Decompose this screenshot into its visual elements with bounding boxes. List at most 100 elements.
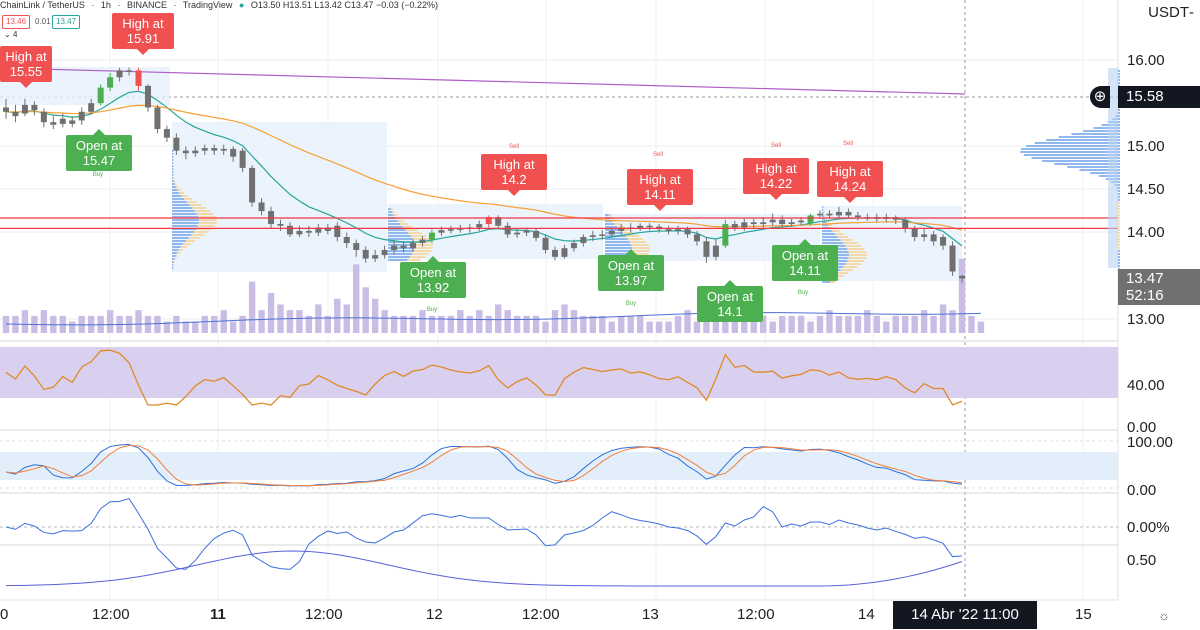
bid-price-box[interactable]: 13.46 bbox=[2, 15, 31, 29]
profile-bar bbox=[174, 183, 177, 185]
chevron-down-icon: ⌄ bbox=[4, 30, 11, 39]
profile-bar bbox=[1079, 169, 1120, 171]
profile-bar bbox=[847, 248, 865, 250]
volume-bar bbox=[476, 310, 483, 333]
time-label-8: 14 bbox=[858, 606, 875, 623]
candle-body bbox=[438, 230, 445, 233]
volume-bar bbox=[646, 321, 653, 333]
profile-bar bbox=[631, 247, 650, 249]
ask-price-box[interactable]: 13.47 bbox=[52, 15, 81, 29]
currency-selector[interactable]: USDT‐ bbox=[1148, 4, 1194, 21]
candle-body bbox=[126, 70, 133, 72]
profile-bar bbox=[832, 230, 840, 232]
profile-bar bbox=[191, 234, 205, 236]
profile-bar bbox=[388, 256, 411, 258]
volume-bar bbox=[939, 304, 947, 333]
roc-line bbox=[5, 497, 963, 570]
trade-label-arrow bbox=[137, 49, 149, 55]
price-axis-label: 13.00 bbox=[1127, 311, 1165, 328]
profile-bar bbox=[180, 246, 187, 248]
profile-bar bbox=[1023, 154, 1120, 156]
profile-bar bbox=[172, 219, 199, 221]
candle-body bbox=[116, 70, 123, 78]
gear-icon[interactable]: ☼ bbox=[1158, 608, 1170, 623]
volume-bar bbox=[211, 315, 218, 333]
candle-body bbox=[258, 202, 265, 212]
volume-bar bbox=[447, 315, 455, 333]
profile-bar bbox=[172, 252, 177, 254]
price-axis-label: 16.00 bbox=[1127, 52, 1165, 69]
volume-bar bbox=[835, 315, 843, 333]
candle-body bbox=[741, 222, 748, 228]
volume-bar bbox=[21, 310, 29, 333]
range-box bbox=[172, 122, 387, 272]
trade-label-box bbox=[817, 161, 883, 197]
candle-body bbox=[107, 77, 114, 88]
volume-bar bbox=[305, 315, 313, 333]
profile-bar bbox=[172, 240, 186, 242]
candle-body bbox=[703, 241, 710, 257]
profile-bar bbox=[388, 208, 391, 210]
volume-bar bbox=[760, 315, 767, 333]
trade-label-text: Open at bbox=[608, 258, 655, 273]
candle-body bbox=[428, 232, 435, 240]
profile-bar bbox=[388, 238, 413, 240]
candle-body bbox=[277, 224, 284, 226]
volume-bar bbox=[390, 315, 398, 333]
profile-bar bbox=[186, 201, 197, 203]
volume-bar bbox=[845, 315, 852, 333]
profile-bar bbox=[388, 223, 401, 225]
trade-label-arrow bbox=[20, 82, 32, 88]
profile-bar bbox=[185, 240, 196, 242]
volume-bar bbox=[343, 304, 350, 333]
ohlc-values: O13.50 H13.51 L13.42 C13.47 −0.03 (−0.22… bbox=[250, 0, 438, 10]
volume-bar bbox=[419, 310, 426, 333]
candle-body bbox=[845, 211, 852, 216]
profile-bar bbox=[1118, 217, 1120, 219]
candle-body bbox=[599, 234, 606, 236]
indicators-toggle[interactable]: ⌄ 4 bbox=[4, 30, 18, 39]
time-label-1: 12:00 bbox=[92, 606, 130, 623]
candle-body bbox=[854, 215, 861, 218]
time-label-3: 12:00 bbox=[305, 606, 343, 623]
profile-bar bbox=[822, 236, 838, 238]
volume-bar bbox=[362, 287, 369, 333]
trade-label-text: Open at bbox=[782, 248, 829, 263]
profile-bar bbox=[1118, 235, 1120, 237]
profile-bar bbox=[189, 204, 202, 206]
volume-bar bbox=[551, 310, 559, 333]
candle-body bbox=[88, 103, 95, 112]
volume-bar bbox=[315, 304, 322, 333]
profile-bar bbox=[173, 150, 174, 152]
time-label-7: 12:00 bbox=[737, 606, 775, 623]
price-axis-label: 0.00 bbox=[1127, 419, 1156, 436]
volume-bar bbox=[173, 315, 180, 333]
profile-bar bbox=[172, 156, 174, 158]
interval-label[interactable]: 1h bbox=[100, 0, 111, 10]
trade-label-text: High at bbox=[5, 49, 47, 64]
time-label-0: 0 bbox=[0, 606, 9, 623]
volume-bar bbox=[722, 315, 729, 333]
candle-body bbox=[12, 111, 19, 117]
profile-bar bbox=[174, 258, 177, 260]
volume-bar bbox=[353, 264, 360, 333]
profile-bar bbox=[414, 247, 433, 249]
plus-icon[interactable]: ⊕ bbox=[1090, 86, 1110, 108]
profile-bar bbox=[173, 261, 175, 263]
profile-bar bbox=[1026, 145, 1120, 147]
profile-bar bbox=[173, 162, 174, 164]
candle-body bbox=[807, 215, 814, 224]
candle-body bbox=[523, 230, 530, 233]
signal-label: Buy bbox=[626, 301, 636, 307]
trade-label-text: 14.11 bbox=[789, 263, 821, 278]
symbol-name[interactable]: ChainLink / TetherUS bbox=[0, 0, 85, 10]
trade-label-text: 15.55 bbox=[10, 64, 43, 79]
profile-bar bbox=[172, 237, 189, 239]
volume-bar bbox=[618, 315, 625, 333]
profile-bar bbox=[1118, 265, 1120, 267]
profile-bar bbox=[848, 257, 867, 259]
profile-bar bbox=[188, 237, 200, 239]
profile-bar bbox=[605, 250, 632, 252]
candle-body bbox=[410, 243, 417, 249]
